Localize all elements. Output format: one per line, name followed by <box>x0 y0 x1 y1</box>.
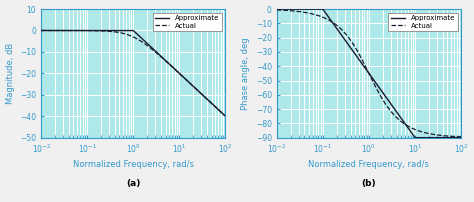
Actual <box>158 56 164 58</box>
Actual <box>176 72 182 74</box>
Y-axis label: Magnitude, dB: Magnitude, dB <box>6 43 15 104</box>
Text: (a): (a) <box>126 179 140 188</box>
Approximate <box>158 55 164 58</box>
Y-axis label: Phase angle, deg: Phase angle, deg <box>241 37 250 110</box>
Line: Approximate: Approximate <box>41 31 226 116</box>
Actual <box>190 85 196 87</box>
Actual <box>72 29 77 32</box>
Approximate <box>412 137 418 139</box>
Actual <box>274 9 280 11</box>
Approximate <box>149 46 155 49</box>
Actual <box>109 30 114 33</box>
Actual <box>426 132 431 135</box>
Legend: Approximate, Actual: Approximate, Actual <box>388 13 457 32</box>
Approximate <box>307 8 313 10</box>
Actual <box>394 116 400 119</box>
Approximate <box>190 84 196 87</box>
Approximate <box>72 29 77 32</box>
Approximate <box>109 29 114 32</box>
Actual <box>411 128 417 130</box>
Text: (b): (b) <box>362 179 376 188</box>
Approximate <box>274 8 280 10</box>
Approximate <box>223 115 228 117</box>
Line: Actual: Actual <box>277 10 461 137</box>
X-axis label: Normalized Frequency, rad/s: Normalized Frequency, rad/s <box>73 160 194 169</box>
Approximate <box>384 98 390 100</box>
Approximate <box>344 42 350 44</box>
Actual <box>384 105 390 108</box>
Actual <box>458 136 464 138</box>
Legend: Approximate, Actual: Approximate, Actual <box>153 13 222 32</box>
Actual <box>149 48 155 50</box>
Approximate <box>458 137 464 139</box>
Actual <box>344 35 350 37</box>
Approximate <box>411 136 417 138</box>
Line: Approximate: Approximate <box>277 9 461 138</box>
Approximate <box>176 72 182 74</box>
Approximate <box>426 137 431 139</box>
X-axis label: Normalized Frequency, rad/s: Normalized Frequency, rad/s <box>309 160 429 169</box>
Line: Actual: Actual <box>41 31 226 116</box>
Actual <box>38 29 44 32</box>
Approximate <box>394 111 400 113</box>
Approximate <box>38 29 44 32</box>
Actual <box>223 115 228 117</box>
Actual <box>307 12 313 15</box>
